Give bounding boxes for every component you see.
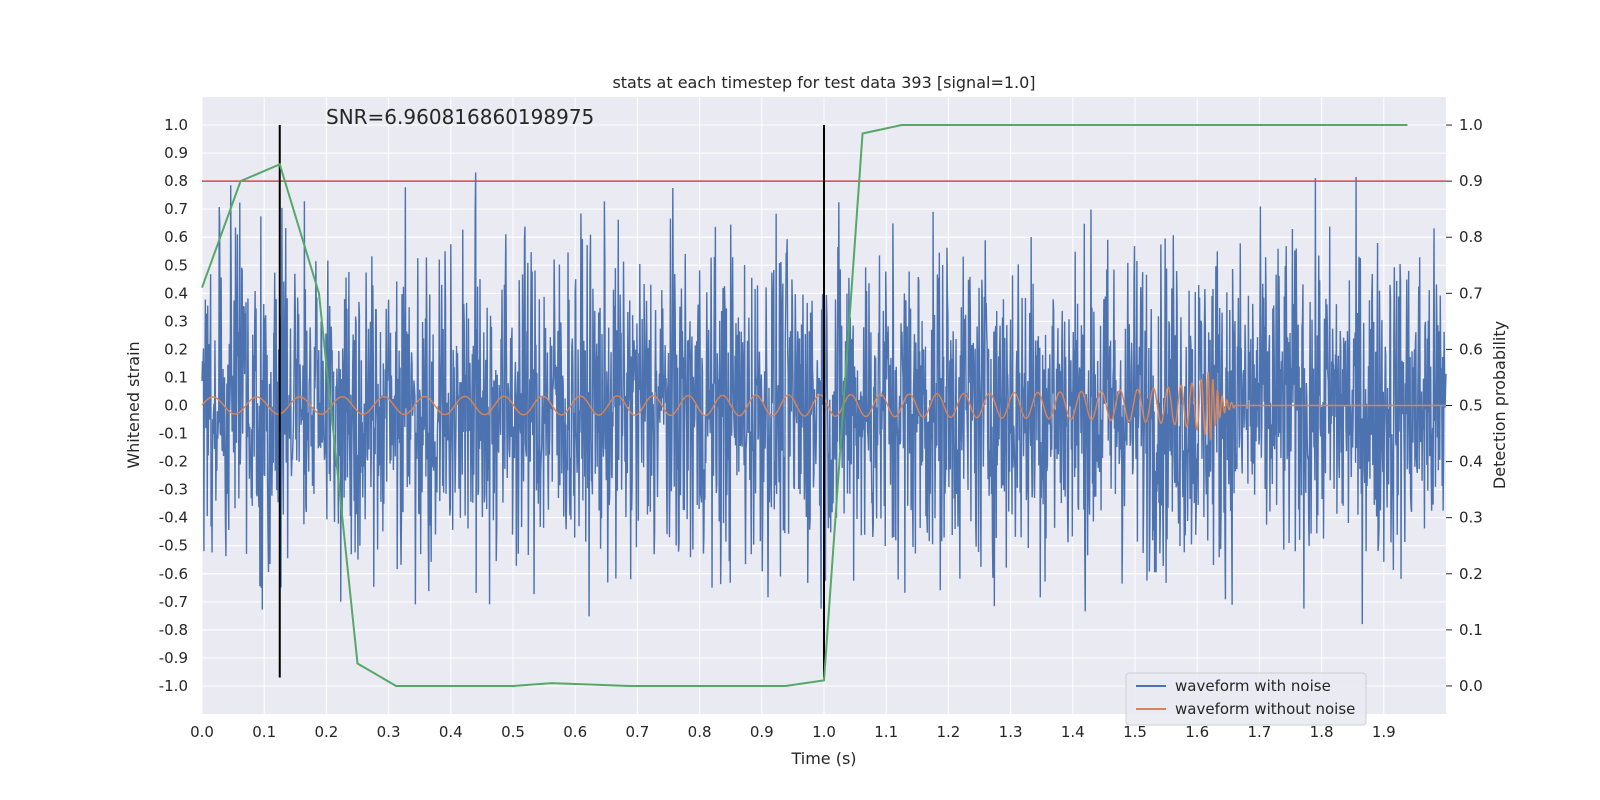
y-tick-label-right: 0.1 [1459,621,1483,639]
x-tick-label: 1.5 [1123,723,1147,741]
x-tick-label: 0.2 [314,723,338,741]
x-tick-label: 0.7 [625,723,649,741]
ticks: 0.0 0.1 0.2 0.3 0.4 0.5 0.6 0.7 0.8 0.9 1.0 1.1 1.2 1… [159,116,1483,741]
y-tick-label-right: 0.3 [1459,509,1483,527]
x-tick-label: 1.0 [812,723,836,741]
y-tick-label-left: -0.4 [159,509,188,527]
y-tick-label-left: -0.3 [159,481,188,499]
y-tick-label-left: 0.1 [164,368,188,386]
x-tick-label: 0.5 [501,723,525,741]
y-tick-label-right: 0.4 [1459,453,1483,471]
y-tick-label-left: 0.9 [164,144,188,162]
y-tick-label-left: -0.9 [159,649,188,667]
series-line-detection-probability [201,124,1408,687]
x-axis-label: Time (s) [790,749,856,768]
snr-annotation: SNR=6.960816860198975 [326,105,594,129]
x-tick-label: 0.8 [688,723,712,741]
y-tick-label-left: 0.2 [164,340,188,358]
y-tick-label-left: -0.8 [159,621,188,639]
x-tick-label: 1.1 [874,723,898,741]
y-tick-label-left: 1.0 [164,116,188,134]
x-tick-label: 0.3 [377,723,401,741]
x-tick-label: 1.3 [999,723,1023,741]
y-tick-label-right: 0.9 [1459,172,1483,190]
y-axis-label-left: Whitened strain [124,341,143,468]
y-tick-label-left: -0.1 [159,425,188,443]
x-tick-label: 0.9 [750,723,774,741]
x-tick-label: 1.2 [936,723,960,741]
y-tick-label-left: -0.6 [159,565,188,583]
y-tick-label-left: -0.5 [159,537,188,555]
y-tick-label-right: 1.0 [1459,116,1483,134]
y-tick-label-left: -0.2 [159,453,188,471]
x-tick-label: 1.6 [1185,723,1209,741]
y-tick-label-left: 0.4 [164,284,188,302]
y-tick-label-left: 0.3 [164,312,188,330]
y-tick-label-right: 0.0 [1459,677,1483,695]
y-axis-label-right: Detection probability [1490,321,1509,489]
y-tick-label-left: -1.0 [159,677,188,695]
x-tick-label: 0.4 [439,723,463,741]
chart-title: stats at each timestep for test data 393… [612,73,1035,92]
legend-label-clean: waveform without noise [1175,700,1355,718]
y-tick-label-right: 0.8 [1459,228,1483,246]
y-tick-label-left: 0.5 [164,256,188,274]
legend-label-noise: waveform with noise [1175,677,1331,695]
x-tick-label: 1.4 [1061,723,1085,741]
data-layer [201,124,1447,687]
x-tick-label: 0.0 [190,723,214,741]
y-tick-label-left: 0.8 [164,172,188,190]
y-tick-label-right: 0.7 [1459,284,1483,302]
legend-box [1125,672,1367,726]
y-tick-label-right: 0.5 [1459,397,1483,415]
x-tick-label: 0.1 [252,723,276,741]
x-tick-label: 1.8 [1310,723,1334,741]
y-tick-label-left: -0.7 [159,593,188,611]
x-tick-label: 1.9 [1372,723,1396,741]
y-tick-label-left: 0.0 [164,397,188,415]
y-tick-label-right: 0.2 [1459,565,1483,583]
x-tick-label: 0.6 [563,723,587,741]
y-tick-label-left: 0.7 [164,200,188,218]
y-tick-label-right: 0.6 [1459,340,1483,358]
x-tick-label: 1.7 [1247,723,1271,741]
y-tick-label-left: 0.6 [164,228,188,246]
legend: waveform with noise waveform without noi… [1125,672,1367,726]
